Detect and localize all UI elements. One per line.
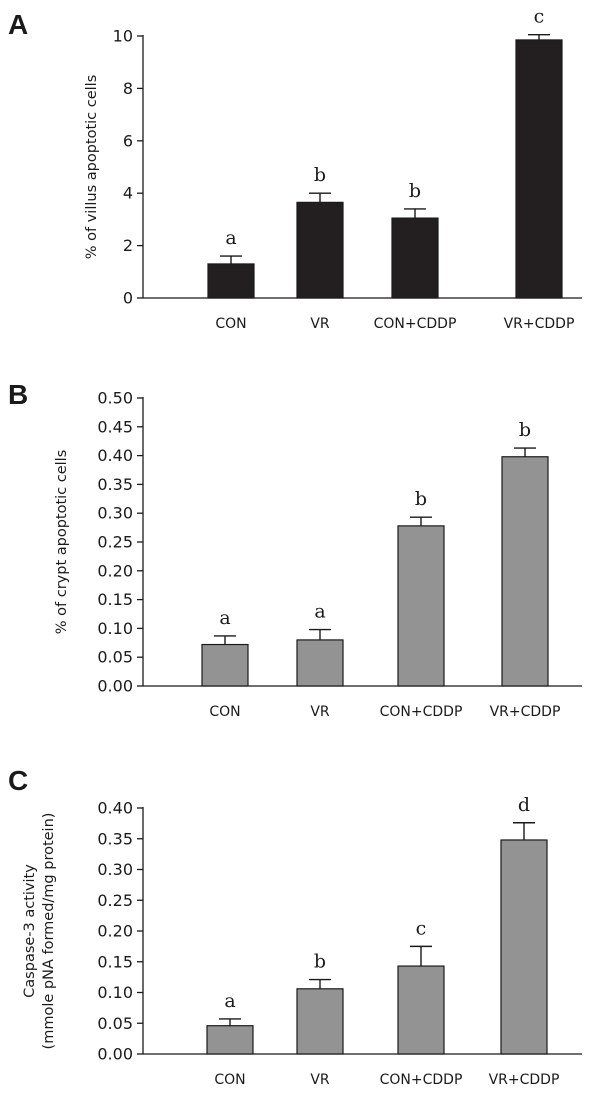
y-axis-title-line: % of crypt apoptotic cells — [54, 450, 70, 635]
y-axis-title-line: Caspase-3 activity — [22, 864, 38, 998]
y-tick-label: 0.40 — [97, 446, 133, 465]
x-tick-label: CON+CDDP — [380, 1072, 463, 1088]
y-tick-label: 4 — [123, 184, 133, 203]
significance-label: b — [409, 180, 421, 202]
x-tick-label: CON — [209, 704, 240, 720]
significance-label: d — [518, 794, 530, 816]
y-tick-label: 0.35 — [97, 475, 133, 494]
y-tick-label: 0.40 — [97, 799, 133, 818]
x-tick-label: CON — [214, 1072, 245, 1088]
x-tick-label: VR — [310, 316, 330, 332]
y-axis-title: Caspase-3 activity (mmole pNA formed/mg p… — [22, 813, 57, 1050]
bar — [206, 1025, 254, 1055]
y-tick-label: 0.10 — [97, 983, 133, 1002]
y-tick-label: 0.25 — [97, 533, 133, 552]
y-tick-label: 0.30 — [97, 860, 133, 879]
y-tick-label: 0.00 — [97, 1045, 133, 1064]
bar — [397, 965, 445, 1055]
x-tick-label: VR — [310, 704, 330, 720]
y-tick-label: 0.50 — [97, 389, 133, 408]
panel-c: C 0.00 0.05 0.10 0.15 0.20 0.25 0.30 0.35 0.40 a C… — [8, 765, 582, 1088]
panel-letter: A — [8, 9, 28, 40]
x-tick-label: CON+CDDP — [380, 704, 463, 720]
bar — [296, 988, 344, 1055]
x-tick-label: CON+CDDP — [374, 316, 457, 332]
y-tick-label: 0.05 — [97, 648, 133, 667]
y-axis-title-line: % of villus apoptotic cells — [84, 75, 100, 260]
y-tick-label: 0.10 — [97, 619, 133, 638]
bar — [515, 39, 563, 299]
y-tick-label: 0.45 — [97, 417, 133, 436]
panel-letter: C — [8, 765, 28, 796]
bar — [397, 525, 445, 687]
significance-label: a — [219, 607, 230, 629]
x-tick-label: VR+CDDP — [489, 1072, 560, 1088]
y-tick-label: 0 — [123, 289, 133, 308]
y-tick-label: 0.30 — [97, 504, 133, 523]
significance-label: b — [415, 488, 427, 510]
y-tick-label: 0.20 — [97, 922, 133, 941]
bar — [500, 839, 548, 1055]
significance-label: a — [225, 227, 236, 249]
y-tick-label: 0.15 — [97, 590, 133, 609]
x-tick-label: VR+CDDP — [504, 316, 575, 332]
significance-label: c — [534, 6, 545, 28]
y-tick-label: 6 — [123, 131, 133, 150]
x-tick-label: CON — [215, 316, 246, 332]
bar — [296, 201, 344, 299]
bar — [207, 263, 255, 299]
bar — [501, 456, 549, 687]
x-tick-label: VR — [310, 1072, 330, 1088]
y-axis-title: % of crypt apoptotic cells — [54, 450, 70, 635]
y-tick-label: 0.20 — [97, 561, 133, 580]
bar — [201, 643, 249, 687]
y-tick-label: 0.25 — [97, 891, 133, 910]
significance-label: a — [314, 601, 325, 623]
bar — [296, 639, 344, 687]
y-tick-label: 0.15 — [97, 952, 133, 971]
y-tick-label: 10 — [113, 27, 133, 46]
significance-label: b — [519, 419, 531, 441]
panel-b: B 0.00 0.05 0.10 0.15 0.20 0.25 0.30 0.35 0.40 0.… — [8, 379, 582, 720]
bar — [391, 217, 439, 299]
x-tick-label: VR+CDDP — [490, 704, 561, 720]
y-axis-title-line: (mmole pNA formed/mg protein) — [41, 813, 57, 1050]
significance-label: a — [224, 990, 235, 1012]
panel-a: A 0 2 4 6 8 10 a CON b VR b CON+CDDP c VR+CDDP % of vi… — [8, 6, 582, 332]
y-tick-label: 8 — [123, 79, 133, 98]
significance-label: c — [416, 917, 427, 939]
y-tick-label: 0.05 — [97, 1014, 133, 1033]
y-tick-label: 2 — [123, 236, 133, 255]
significance-label: b — [314, 164, 326, 186]
panel-letter: B — [8, 379, 28, 410]
y-tick-label: 0.35 — [97, 829, 133, 848]
y-tick-label: 0.00 — [97, 677, 133, 696]
y-axis-title: % of villus apoptotic cells — [84, 75, 100, 260]
significance-label: b — [314, 951, 326, 973]
